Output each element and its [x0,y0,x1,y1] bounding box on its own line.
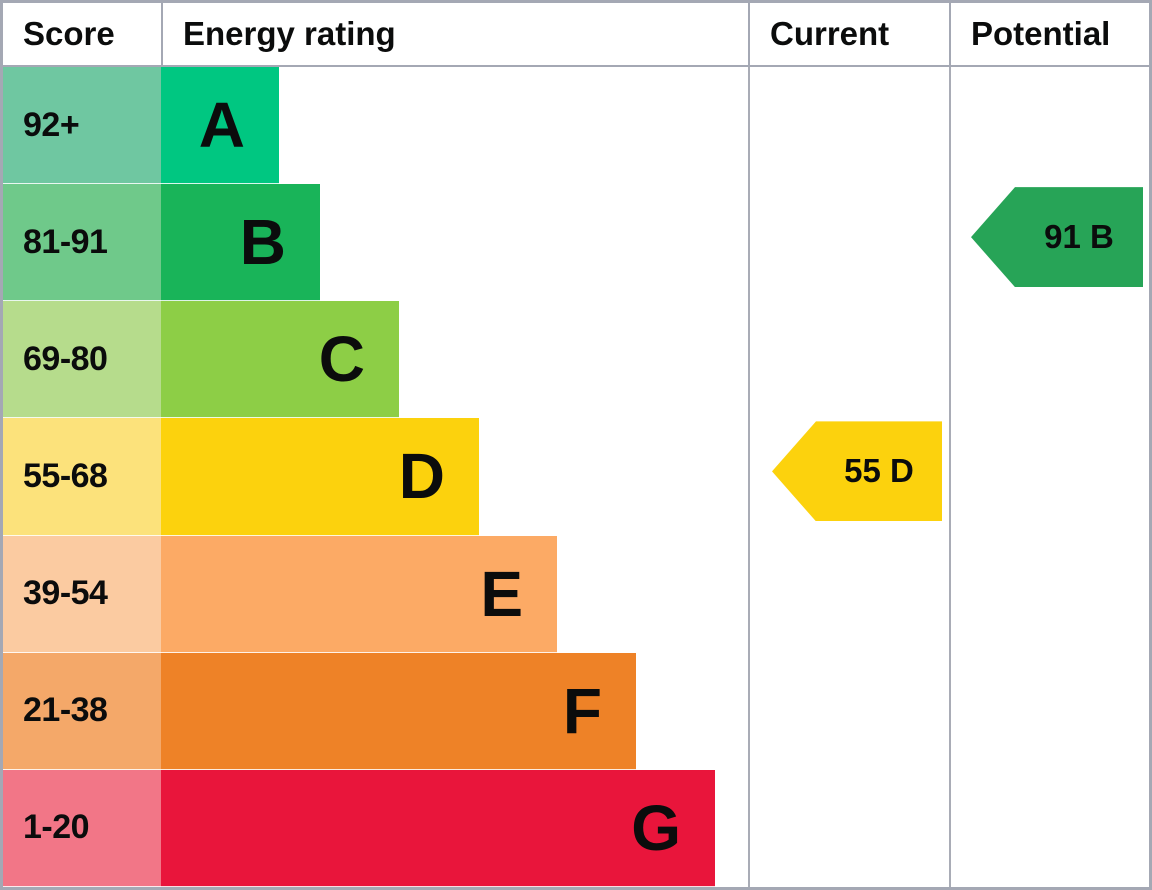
current-column-cell: 55 D [748,418,949,536]
band-bar-cell: A [161,67,748,185]
band-bar-cell: E [161,535,748,653]
current-rating-arrow: 55 D [772,421,942,522]
band-row-g: 1-20 G [3,769,1149,887]
band-bar: G [161,769,715,887]
potential-column-cell [949,301,1149,419]
potential-rating-arrow: 91 B [971,187,1143,288]
band-letter: C [318,323,365,396]
header-energy-rating: Energy rating [161,3,748,65]
band-bar-cell: C [161,301,748,419]
chart-body: 92+ A 81-91 B 91 B 69-80 C 55-68 [3,67,1149,887]
score-range-label: 39-54 [3,535,161,653]
potential-column-cell [949,769,1149,887]
band-bar: F [161,652,636,770]
band-row-a: 92+ A [3,67,1149,185]
current-column-cell [748,652,949,770]
band-bar: B [161,184,320,302]
band-bar-cell: D [161,418,748,536]
band-letter: G [631,791,681,864]
band-letter: A [198,89,245,162]
potential-rating-label: 91 B [1044,218,1114,256]
band-letter: E [480,557,523,630]
score-range-label: 1-20 [3,769,161,887]
score-range-label: 69-80 [3,301,161,419]
band-row-e: 39-54 E [3,535,1149,653]
band-row-f: 21-38 F [3,652,1149,770]
band-letter: D [398,440,445,513]
score-range-label: 21-38 [3,652,161,770]
score-range-label: 92+ [3,67,161,185]
potential-column-cell: 91 B [949,184,1149,302]
band-bar-cell: G [161,769,748,887]
band-row-d: 55-68 D 55 D [3,418,1149,536]
current-column-cell [748,769,949,887]
band-row-c: 69-80 C [3,301,1149,419]
current-column-cell [748,67,949,185]
potential-column-cell [949,67,1149,185]
current-column-cell [748,301,949,419]
band-bar-cell: B [161,184,748,302]
score-range-label: 55-68 [3,418,161,536]
potential-column-cell [949,418,1149,536]
header-potential: Potential [949,3,1149,65]
band-letter: F [562,674,602,747]
band-bar: E [161,535,557,653]
current-rating-label: 55 D [844,452,914,490]
chart-header-row: Score Energy rating Current Potential [3,3,1149,67]
band-bar: C [161,301,399,419]
band-row-b: 81-91 B 91 B [3,184,1149,302]
potential-column-cell [949,652,1149,770]
band-bar: A [161,67,279,185]
band-bar-cell: F [161,652,748,770]
current-column-cell [748,184,949,302]
potential-column-cell [949,535,1149,653]
current-column-cell [748,535,949,653]
score-range-label: 81-91 [3,184,161,302]
band-letter: B [239,206,286,279]
header-score: Score [23,15,115,52]
band-bar: D [161,418,479,536]
header-current: Current [748,3,949,65]
